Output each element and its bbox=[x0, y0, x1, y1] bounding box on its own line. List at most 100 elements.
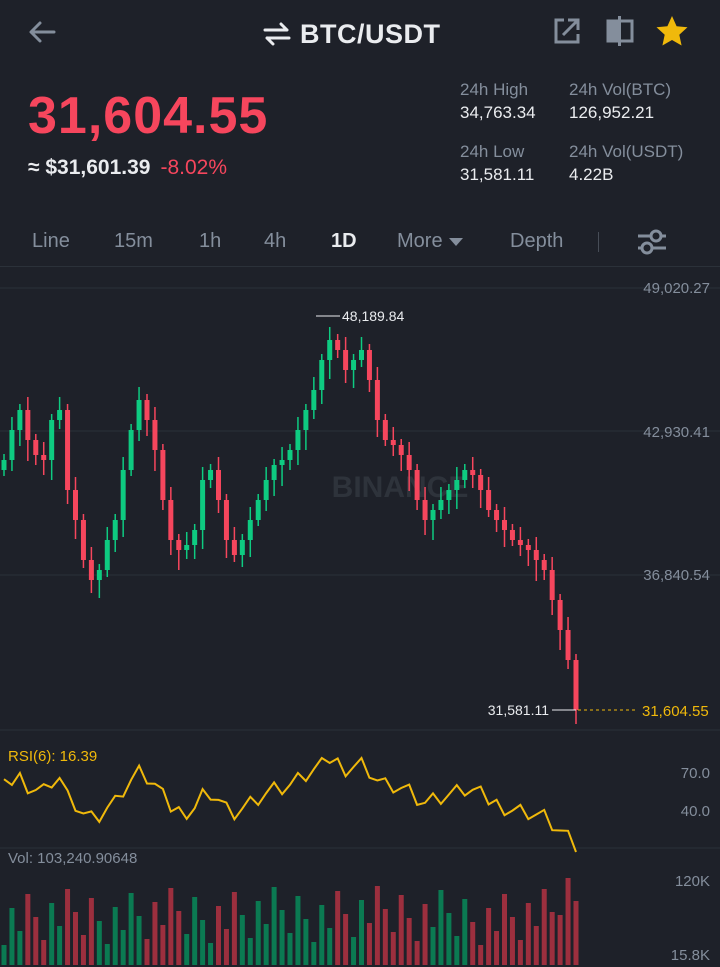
rsi-line bbox=[3, 756, 577, 853]
volume-bar bbox=[366, 923, 372, 965]
candle-body bbox=[446, 490, 452, 500]
volume-bar bbox=[271, 887, 277, 965]
tab-more[interactable]: More bbox=[397, 230, 463, 253]
candle-body bbox=[533, 550, 539, 560]
candle-body bbox=[239, 540, 245, 555]
tab-more-label: More bbox=[397, 230, 443, 252]
volume-bar bbox=[549, 912, 555, 965]
volume-bar bbox=[414, 941, 420, 965]
candle-body bbox=[454, 480, 460, 490]
volume-bar bbox=[390, 932, 396, 965]
candle-body bbox=[144, 400, 150, 420]
volume-bar bbox=[430, 927, 436, 965]
tab-1h[interactable]: 1h bbox=[199, 230, 222, 252]
layout-icon[interactable] bbox=[603, 14, 637, 48]
candle-body bbox=[509, 530, 515, 540]
volume-bar bbox=[303, 919, 309, 965]
volume-bar bbox=[223, 929, 229, 965]
volume-bar bbox=[176, 911, 182, 965]
volume-bar bbox=[184, 934, 190, 965]
candle-body bbox=[406, 455, 412, 470]
candle-body bbox=[223, 500, 229, 540]
volume-bar bbox=[454, 936, 460, 965]
volume-bar bbox=[327, 928, 333, 965]
candle-body bbox=[176, 540, 182, 550]
candle-body bbox=[192, 530, 198, 545]
volume-bar bbox=[470, 922, 476, 965]
last-price-tag: 31,604.55 bbox=[642, 703, 709, 720]
tab-1d[interactable]: 1D bbox=[331, 230, 357, 252]
volume-label: Vol: 103,240.90648 bbox=[8, 850, 138, 867]
candle-body bbox=[343, 350, 349, 370]
tab-15m[interactable]: 15m bbox=[114, 230, 153, 252]
volume-bar bbox=[557, 915, 563, 965]
change-percent: -8.02% bbox=[160, 156, 228, 179]
tab-4h[interactable]: 4h bbox=[264, 230, 287, 252]
candle-body bbox=[17, 410, 23, 430]
candle-body bbox=[184, 545, 190, 550]
vol-btc-value: 126,952.21 bbox=[569, 103, 655, 122]
candle-body bbox=[168, 500, 174, 540]
high-label: 24h High bbox=[460, 80, 529, 99]
candle-body bbox=[247, 520, 253, 540]
volume-bar bbox=[216, 906, 221, 965]
volume-bar bbox=[509, 917, 515, 965]
tab-depth[interactable]: Depth bbox=[510, 230, 564, 252]
volume-bar bbox=[168, 888, 174, 965]
candle-body bbox=[303, 410, 309, 430]
volume-bar bbox=[33, 917, 39, 965]
volume-bar bbox=[80, 935, 86, 965]
candle-body bbox=[25, 410, 31, 440]
rsi-label: RSI(6): 16.39 bbox=[8, 748, 98, 765]
candle-body bbox=[271, 465, 277, 480]
tab-line[interactable]: Line bbox=[32, 230, 70, 252]
candle-body bbox=[152, 420, 158, 450]
candle-body bbox=[557, 600, 563, 630]
share-icon[interactable] bbox=[550, 14, 584, 48]
indicator-settings-icon[interactable] bbox=[636, 228, 668, 256]
candle-body bbox=[33, 440, 39, 455]
back-arrow-icon[interactable] bbox=[24, 14, 60, 50]
candle-body bbox=[366, 350, 372, 380]
volume-bar bbox=[88, 898, 94, 965]
candle-body bbox=[120, 470, 126, 520]
volume-bar bbox=[25, 894, 31, 965]
favorite-star-icon[interactable] bbox=[655, 14, 689, 48]
volume-bar bbox=[239, 915, 245, 965]
volume-bar bbox=[446, 913, 452, 965]
volume-bar bbox=[279, 910, 285, 965]
axis-label-mid: 42,930.41 bbox=[643, 424, 710, 441]
volume-bar bbox=[382, 909, 388, 965]
candle-body bbox=[41, 455, 47, 460]
low-value: 31,581.11 bbox=[460, 165, 535, 184]
candle-body bbox=[311, 390, 317, 410]
candle-body bbox=[263, 480, 269, 500]
interval-tabs: Line 15m 1h 4h 1D More Depth bbox=[0, 220, 720, 264]
candle-body bbox=[231, 540, 237, 555]
candle-body bbox=[73, 490, 78, 520]
volume-bar bbox=[359, 900, 364, 965]
volume-bar bbox=[351, 937, 357, 965]
caret-down-icon bbox=[448, 237, 463, 246]
candlestick-series bbox=[1, 327, 579, 724]
candle-body bbox=[565, 630, 571, 660]
volume-bar bbox=[478, 945, 484, 965]
volume-bar bbox=[73, 912, 78, 965]
candle-body bbox=[216, 470, 221, 500]
swap-arrows-icon bbox=[263, 22, 291, 46]
volume-bar bbox=[486, 908, 492, 965]
tabs-divider bbox=[0, 266, 720, 267]
pair-selector[interactable]: BTC/USDT bbox=[262, 14, 441, 54]
candle-body bbox=[462, 470, 468, 480]
candle-body bbox=[96, 570, 102, 580]
volume-bar bbox=[128, 893, 134, 965]
volume-bar bbox=[65, 889, 71, 965]
candle-body bbox=[573, 660, 579, 710]
volume-bar bbox=[120, 930, 126, 965]
volume-bar bbox=[136, 916, 142, 965]
candle-body bbox=[1, 460, 7, 470]
candle-body bbox=[279, 460, 285, 465]
candle-body bbox=[502, 520, 507, 530]
volume-bar bbox=[152, 902, 158, 965]
price-chart[interactable]: BINANCE 49,020.27 42,930.41 36,840.54 48… bbox=[0, 268, 720, 967]
